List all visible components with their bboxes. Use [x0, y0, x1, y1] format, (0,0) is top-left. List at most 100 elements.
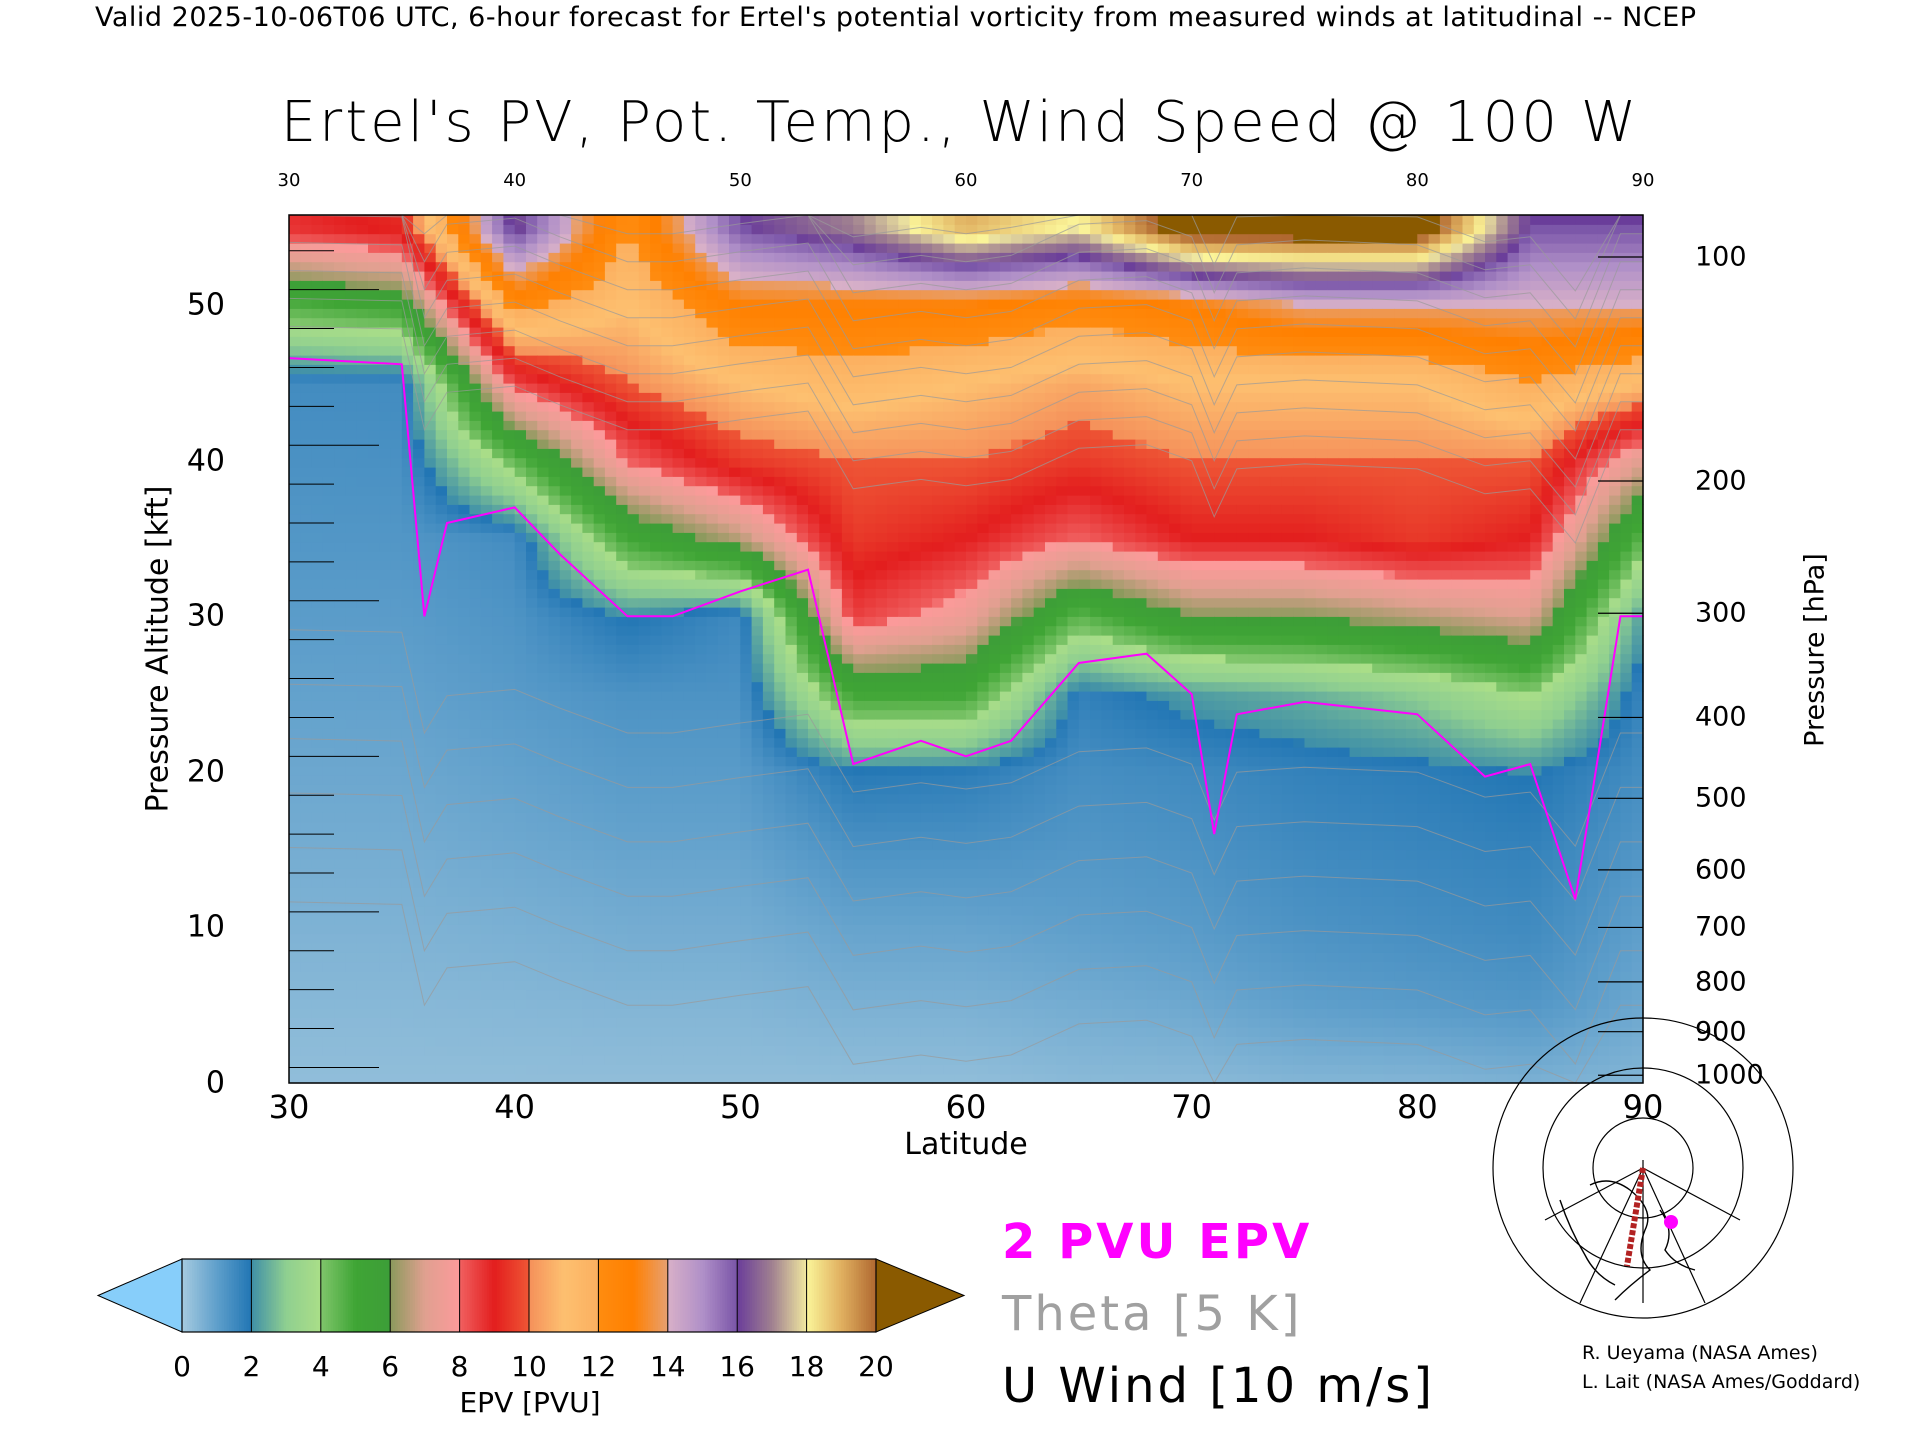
heatmap-cell [683, 793, 696, 804]
heatmap-cell [616, 877, 629, 888]
heatmap-cell [571, 756, 583, 767]
heatmap-cell [841, 775, 854, 785]
heatmap-cell [300, 523, 313, 533]
heatmap-cell [424, 812, 437, 823]
heatmap-cell [751, 719, 764, 729]
heatmap-cell [774, 709, 787, 720]
heatmap-cell [627, 812, 640, 823]
heatmap-cell [368, 495, 380, 505]
heatmap-cell [650, 952, 662, 963]
heatmap-cell [390, 457, 403, 468]
heatmap-cell [796, 756, 809, 767]
heatmap-cell [559, 327, 572, 337]
heatmap-cell [571, 961, 583, 972]
heatmap-cell [401, 868, 414, 879]
heatmap-cell [356, 551, 369, 561]
heatmap-cell [311, 971, 324, 981]
heatmap-cell [616, 868, 629, 879]
heatmap-cell [774, 971, 787, 981]
heatmap-cell [401, 737, 414, 748]
heatmap-cell [864, 635, 877, 645]
heatmap-cell [604, 1027, 617, 1037]
heatmap-cell [785, 1073, 798, 1084]
heatmap-cell [875, 1008, 888, 1019]
heatmap-cell [571, 541, 583, 552]
heatmap-cell [616, 803, 629, 813]
heatmap-cell [796, 952, 809, 963]
heatmap-cell [593, 719, 606, 729]
heatmap-cell [672, 737, 685, 748]
heatmap-cell [356, 905, 369, 916]
heatmap-cell [661, 812, 674, 823]
heatmap-cell [616, 345, 629, 356]
heatmap-cell [368, 1036, 380, 1047]
heatmap-cell [458, 905, 471, 916]
heatmap-cell [537, 943, 550, 953]
heatmap-cell [751, 345, 764, 356]
heatmap-cell [300, 1064, 313, 1075]
heatmap-cell [469, 719, 482, 729]
heatmap-cell [571, 355, 583, 365]
heatmap-cell [526, 933, 538, 944]
heatmap-cell [356, 532, 369, 543]
heatmap-cell [289, 280, 301, 291]
heatmap-cell [413, 849, 425, 860]
heatmap-cell [447, 289, 459, 300]
heatmap-cell [604, 989, 617, 1000]
heatmap-cell [514, 765, 527, 776]
heatmap-cell [717, 1036, 730, 1047]
heatmap-cell [390, 1073, 403, 1084]
heatmap-cell [661, 532, 674, 543]
heatmap-cell [435, 411, 448, 421]
heatmap-cell [322, 224, 335, 235]
heatmap-cell [379, 411, 392, 421]
heatmap-cell [796, 859, 809, 869]
heatmap-cell [322, 299, 335, 309]
heatmap-cell [548, 215, 561, 225]
heatmap-cell [300, 1036, 313, 1047]
heatmap-cell [751, 495, 764, 505]
heatmap-cell [717, 243, 730, 253]
heatmap-cell [729, 653, 741, 664]
heatmap-cell [526, 924, 538, 935]
heatmap-cell [683, 1055, 696, 1065]
heatmap-cell [458, 289, 471, 300]
heatmap-cell [853, 625, 866, 636]
heatmap-cell [683, 756, 696, 767]
heatmap-cell [593, 896, 606, 907]
heatmap-cell [526, 1036, 538, 1047]
heatmap-cell [458, 597, 471, 608]
heatmap-cell [875, 691, 888, 701]
heatmap-cell [661, 1055, 674, 1065]
heatmap-cell [740, 849, 753, 860]
heatmap-cell [627, 859, 640, 869]
heatmap-cell [706, 336, 719, 347]
heatmap-cell [289, 607, 301, 617]
heatmap-cell [785, 532, 798, 543]
heatmap-cell [864, 709, 877, 720]
heatmap-cell [830, 719, 843, 729]
heatmap-cell [729, 392, 741, 403]
heatmap-cell [695, 728, 708, 739]
heatmap-cell [480, 560, 493, 571]
heatmap-cell [638, 541, 651, 552]
heatmap-cell [774, 812, 787, 823]
heatmap-cell [334, 971, 346, 981]
heatmap-cell [311, 495, 324, 505]
heatmap-cell [435, 383, 448, 393]
heatmap-cell [514, 280, 527, 291]
heatmap-cell [853, 457, 866, 468]
heatmap-cell [356, 271, 369, 281]
heatmap-cell [808, 765, 820, 776]
heatmap-cell [300, 793, 313, 804]
heatmap-cell [390, 243, 403, 253]
heatmap-cell [480, 765, 493, 776]
heatmap-cell [819, 812, 832, 823]
heatmap-cell [796, 999, 809, 1009]
heatmap-cell [830, 1073, 843, 1084]
heatmap-cell [447, 849, 459, 860]
heatmap-cell [571, 495, 583, 505]
heatmap-cell [740, 924, 753, 935]
heatmap-cell [853, 355, 866, 365]
heatmap-cell [751, 943, 764, 953]
